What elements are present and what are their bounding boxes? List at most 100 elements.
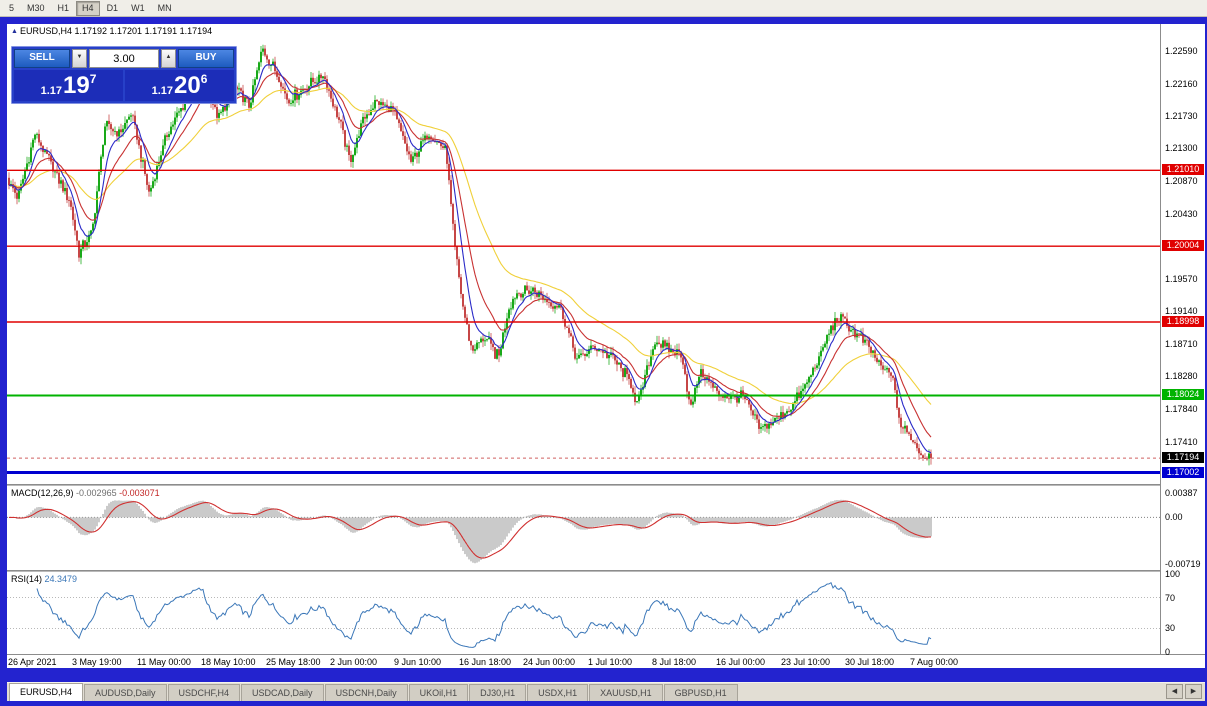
chart-window: ▲ EURUSD,H4 1.17192 1.17201 1.17191 1.171…: [7, 24, 1205, 668]
time-tick-label: 16 Jul 00:00: [716, 657, 766, 667]
buy-price-display[interactable]: 1.17 20 6: [125, 70, 234, 101]
macd-value: -0.002965: [76, 488, 117, 498]
chart-tab-ukoil-h1[interactable]: UKOil,H1: [408, 684, 469, 701]
chart-tabs-bar: EURUSD,H4 AUDUSD,Daily USDCHF,H4 USDCAD,Dai…: [7, 682, 1205, 701]
volume-decrease-button[interactable]: ▼: [72, 49, 87, 68]
rsi-name: RSI(14): [11, 574, 43, 584]
period-button-mn[interactable]: MN: [157, 2, 172, 13]
price-tick-label: 1.22590: [1165, 46, 1198, 56]
price-tick-label: 1.19570: [1165, 274, 1198, 284]
ohlc-low: 1.17191: [144, 26, 178, 36]
tabs-scroll: ◀ ▶: [1166, 684, 1202, 699]
timeframe-toolbar: 5 M30 H1 H4 D1 W1 MN: [0, 0, 1207, 17]
sell-price-pipette: 7: [89, 72, 97, 86]
ohlc-close: 1.17194: [179, 26, 213, 36]
chart-tab-xauusd-h1[interactable]: XAUUSD,H1: [589, 684, 663, 701]
macd-axis-label: -0.00719: [1165, 559, 1201, 569]
macd-signal-value: -0.003071: [119, 488, 160, 498]
time-tick-label: 3 May 19:00: [72, 657, 122, 667]
period-button-h4[interactable]: H4: [76, 0, 100, 16]
volume-input[interactable]: [89, 49, 159, 68]
price-tick-label: 1.17840: [1165, 404, 1198, 414]
price-tick-label: 1.22160: [1165, 79, 1198, 89]
chart-tabs: EURUSD,H4 AUDUSD,Daily USDCHF,H4 USDCAD,Dai…: [9, 683, 739, 701]
price-tick-label: 1.20430: [1165, 209, 1198, 219]
rsi-axis-label: 100: [1165, 569, 1181, 579]
current-price-badge: 1.17194: [1162, 452, 1204, 463]
rsi-label: RSI(14) 24.3479: [11, 574, 77, 584]
macd-chart-svg: [7, 499, 1160, 564]
price-tick-label: 1.18710: [1165, 339, 1198, 349]
price-tick-label: 1.18280: [1165, 371, 1198, 381]
macd-pane[interactable]: MACD(12,26,9) -0.002965 -0.003071: [7, 486, 1160, 570]
buy-button[interactable]: BUY: [178, 49, 234, 68]
buy-price-big-digits: 20: [174, 71, 201, 99]
time-tick-label: 1 Jul 10:00: [588, 657, 633, 667]
chart-tab-audusd-daily[interactable]: AUDUSD,Daily: [84, 684, 167, 701]
buy-price-prefix: 1.17: [151, 85, 174, 97]
sell-price-big-digits: 19: [63, 71, 90, 99]
macd-name: MACD(12,26,9): [11, 488, 74, 498]
rsi-value: 24.3479: [44, 574, 78, 584]
chart-tab-usdx-h1[interactable]: USDX,H1: [527, 684, 589, 701]
volume-increase-button[interactable]: ▲: [161, 49, 176, 68]
time-tick-label: 25 May 18:00: [266, 657, 321, 667]
rsi-axis-label: 30: [1165, 623, 1176, 633]
main-chart-pane[interactable]: ▲ EURUSD,H4 1.17192 1.17201 1.17191 1.171…: [7, 24, 1160, 484]
one-click-collapse-icon[interactable]: ▲: [11, 28, 18, 35]
period-button-m30[interactable]: M30: [27, 2, 45, 13]
price-line-badge: 1.18024: [1162, 389, 1204, 400]
rsi-chart-svg: [7, 581, 1160, 648]
pane-splitter[interactable]: [7, 484, 1205, 486]
tabs-scroll-right-button[interactable]: ▶: [1185, 684, 1202, 699]
chart-tab-usdchf-h4[interactable]: USDCHF,H4: [167, 684, 241, 701]
time-tick-label: 24 Jun 00:00: [523, 657, 576, 667]
chart-header-label: ▲ EURUSD,H4 1.17192 1.17201 1.17191 1.171…: [11, 26, 212, 36]
tabs-scroll-left-button[interactable]: ◀: [1166, 684, 1183, 699]
time-tick-label: 30 Jul 18:00: [845, 657, 895, 667]
chart-tab-dj30-h1[interactable]: DJ30,H1: [469, 684, 527, 701]
price-line-badge: 1.20004: [1162, 240, 1204, 251]
time-tick-label: 23 Jul 10:00: [781, 657, 831, 667]
ohlc-high: 1.17201: [109, 26, 143, 36]
time-tick-label: 7 Aug 00:00: [910, 657, 959, 667]
time-tick-label: 16 Jun 18:00: [459, 657, 512, 667]
plot-column: ▲ EURUSD,H4 1.17192 1.17201 1.17191 1.171…: [7, 24, 1205, 668]
price-line-badge: 1.21010: [1162, 164, 1204, 175]
time-tick-label: 8 Jul 18:00: [652, 657, 697, 667]
price-tick-label: 1.21730: [1165, 111, 1198, 121]
price-tick-label: 1.21300: [1165, 143, 1198, 153]
sell-price-prefix: 1.17: [40, 85, 63, 97]
macd-axis-label: 0.00387: [1165, 488, 1198, 498]
time-tick-label: 9 Jun 10:00: [394, 657, 442, 667]
time-tick-label: 11 May 00:00: [137, 657, 191, 667]
period-button-5[interactable]: 5: [9, 2, 15, 13]
macd-axis-label: 0.00: [1165, 512, 1183, 522]
time-tick-label: 18 May 10:00: [201, 657, 256, 667]
macd-label: MACD(12,26,9) -0.002965 -0.003071: [11, 488, 160, 498]
price-line-badge: 1.18998: [1162, 316, 1204, 327]
rsi-pane[interactable]: RSI(14) 24.3479: [7, 572, 1160, 654]
buy-price-pipette: 6: [200, 72, 208, 86]
price-tick-label: 1.19140: [1165, 306, 1198, 316]
price-tick-label: 1.20870: [1165, 176, 1198, 186]
chart-tab-usdcad-daily[interactable]: USDCAD,Daily: [241, 684, 324, 701]
chart-tab-eurusd-h4[interactable]: EURUSD,H4: [9, 683, 84, 701]
rsi-axis-label: 0: [1165, 647, 1171, 657]
period-button-h1[interactable]: H1: [57, 2, 70, 13]
price-axis[interactable]: 1.22590 1.22160 1.21730 1.21300 1.20870 1.204…: [1160, 24, 1205, 657]
price-tick-label: 1.17410: [1165, 437, 1198, 447]
period-button-w1[interactable]: W1: [131, 2, 145, 13]
time-axis[interactable]: 26 Apr 2021 3 May 19:00 11 May 00:00 18 May…: [7, 654, 1205, 668]
rsi-axis-label: 70: [1165, 593, 1176, 603]
price-line-badge: 1.17002: [1162, 467, 1204, 478]
sell-button[interactable]: SELL: [14, 49, 70, 68]
chart-tab-usdcnh-daily[interactable]: USDCNH,Daily: [324, 684, 408, 701]
symbol-period-label: EURUSD,H4: [19, 26, 72, 36]
period-button-d1[interactable]: D1: [106, 2, 119, 13]
chart-tab-gbpusd-h1[interactable]: GBPUSD,H1: [663, 684, 738, 701]
sell-price-display[interactable]: 1.17 19 7: [14, 70, 123, 101]
pane-splitter[interactable]: [7, 570, 1205, 572]
ohlc-open: 1.17192: [74, 26, 108, 36]
